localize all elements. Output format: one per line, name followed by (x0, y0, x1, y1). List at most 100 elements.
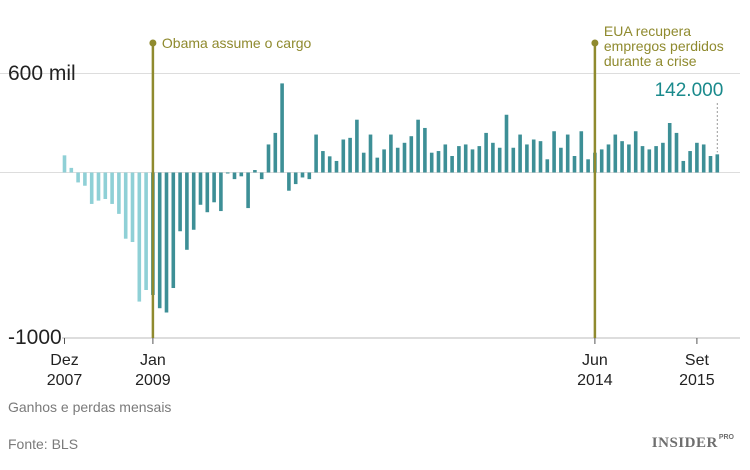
bar-40 (334, 160, 339, 173)
bar-93 (695, 142, 699, 173)
x-axis-ticks: Dez 2007 Jan 2009 Jun 2014 Set 2015 (47, 338, 715, 389)
bar-79 (599, 149, 604, 173)
bar-95 (708, 156, 713, 173)
bar-86 (647, 149, 652, 173)
bar-45 (368, 134, 373, 173)
brand-name: INSIDER (651, 435, 718, 451)
brand-suffix: PRO (718, 434, 734, 441)
bar-28 (253, 170, 257, 173)
bar-25 (232, 172, 237, 180)
bar-47 (382, 149, 386, 173)
x-tick-label-1-line1: Jan (140, 352, 166, 369)
bar-87 (654, 146, 658, 173)
y-tick-label-top: 600 mil (8, 62, 76, 85)
bar-72 (552, 131, 556, 173)
bar-67 (518, 134, 522, 173)
bar-35 (300, 172, 305, 178)
brand-logo: INSIDERPRO (651, 434, 734, 452)
bar-31 (273, 132, 278, 173)
bar-66 (511, 147, 516, 173)
bar-17 (178, 172, 182, 232)
bar-81 (613, 134, 618, 173)
bar-49 (395, 147, 400, 173)
bar-2 (76, 172, 80, 183)
bar-0 (62, 155, 67, 173)
bar-63 (491, 142, 495, 173)
bar-80 (606, 144, 611, 173)
bar-21 (205, 172, 210, 213)
bar-9 (123, 172, 128, 239)
bar-8 (117, 172, 121, 214)
bar-61 (477, 146, 482, 173)
bar-57 (450, 156, 454, 173)
bar-91 (681, 160, 686, 173)
bar-7 (110, 172, 114, 204)
x-tick-label-3-line2: 2015 (679, 372, 715, 389)
chart-caption: Ganhos e perdas mensais (8, 399, 172, 415)
bar-39 (327, 156, 332, 173)
bar-75 (572, 156, 577, 173)
annotations-group: Obama assume o cargo EUA recuperaempregos… (149, 23, 724, 338)
bar-18 (185, 172, 189, 250)
bars-group (62, 83, 720, 313)
bar-27 (246, 172, 250, 209)
bar-3 (83, 172, 87, 186)
bar-56 (443, 144, 448, 173)
bar-68 (525, 144, 529, 173)
bar-83 (627, 144, 631, 173)
annotation-dot-1 (591, 39, 599, 47)
bar-76 (579, 131, 584, 173)
bar-15 (164, 172, 169, 313)
bar-19 (191, 172, 196, 230)
bar-42 (348, 137, 352, 173)
bar-34 (293, 172, 298, 185)
bar-88 (661, 142, 665, 173)
bar-62 (484, 132, 488, 173)
bar-59 (463, 144, 468, 173)
bar-14 (157, 172, 162, 309)
bar-89 (667, 123, 672, 173)
x-tick-label-2-line2: 2014 (577, 372, 613, 389)
bar-44 (361, 152, 366, 173)
source-note: Fonte: BLS (8, 436, 79, 452)
bar-43 (355, 119, 359, 173)
bar-22 (212, 172, 216, 203)
bar-82 (620, 141, 624, 173)
bar-96 (715, 154, 720, 173)
bar-77 (586, 159, 590, 173)
bar-53 (423, 127, 427, 173)
bar-52 (416, 119, 420, 173)
bar-84 (633, 131, 638, 173)
bar-32 (280, 83, 284, 173)
bar-71 (545, 159, 550, 173)
bar-11 (137, 172, 142, 302)
bar-24 (225, 172, 230, 174)
last-value-label: 142.000 (655, 80, 724, 101)
annotation-label-1-line-1: empregos perdidos (604, 38, 724, 54)
bar-38 (321, 151, 325, 173)
bar-4 (89, 172, 94, 204)
bar-74 (565, 134, 570, 173)
jobs-chart: Obama assume o cargo EUA recuperaempregos… (0, 23, 740, 389)
bar-73 (559, 147, 563, 173)
y-tick-label-bottom: -1000 (8, 326, 62, 349)
bar-12 (144, 172, 148, 290)
annotation-label-1-line-2: durante a crise (604, 53, 697, 69)
bar-60 (470, 149, 475, 173)
bar-1 (69, 167, 74, 173)
bar-54 (429, 152, 434, 173)
bar-6 (103, 172, 108, 199)
bar-50 (402, 142, 407, 173)
bar-85 (640, 146, 645, 173)
bar-46 (375, 157, 380, 173)
bar-37 (314, 134, 318, 173)
bar-65 (504, 114, 509, 173)
bar-33 (287, 172, 291, 191)
bar-5 (96, 172, 101, 201)
bar-10 (130, 172, 135, 243)
bar-70 (538, 141, 543, 173)
x-tick-label-0-line2: 2007 (47, 372, 83, 389)
bar-55 (436, 151, 441, 173)
bar-58 (457, 146, 461, 173)
bar-36 (307, 172, 312, 180)
